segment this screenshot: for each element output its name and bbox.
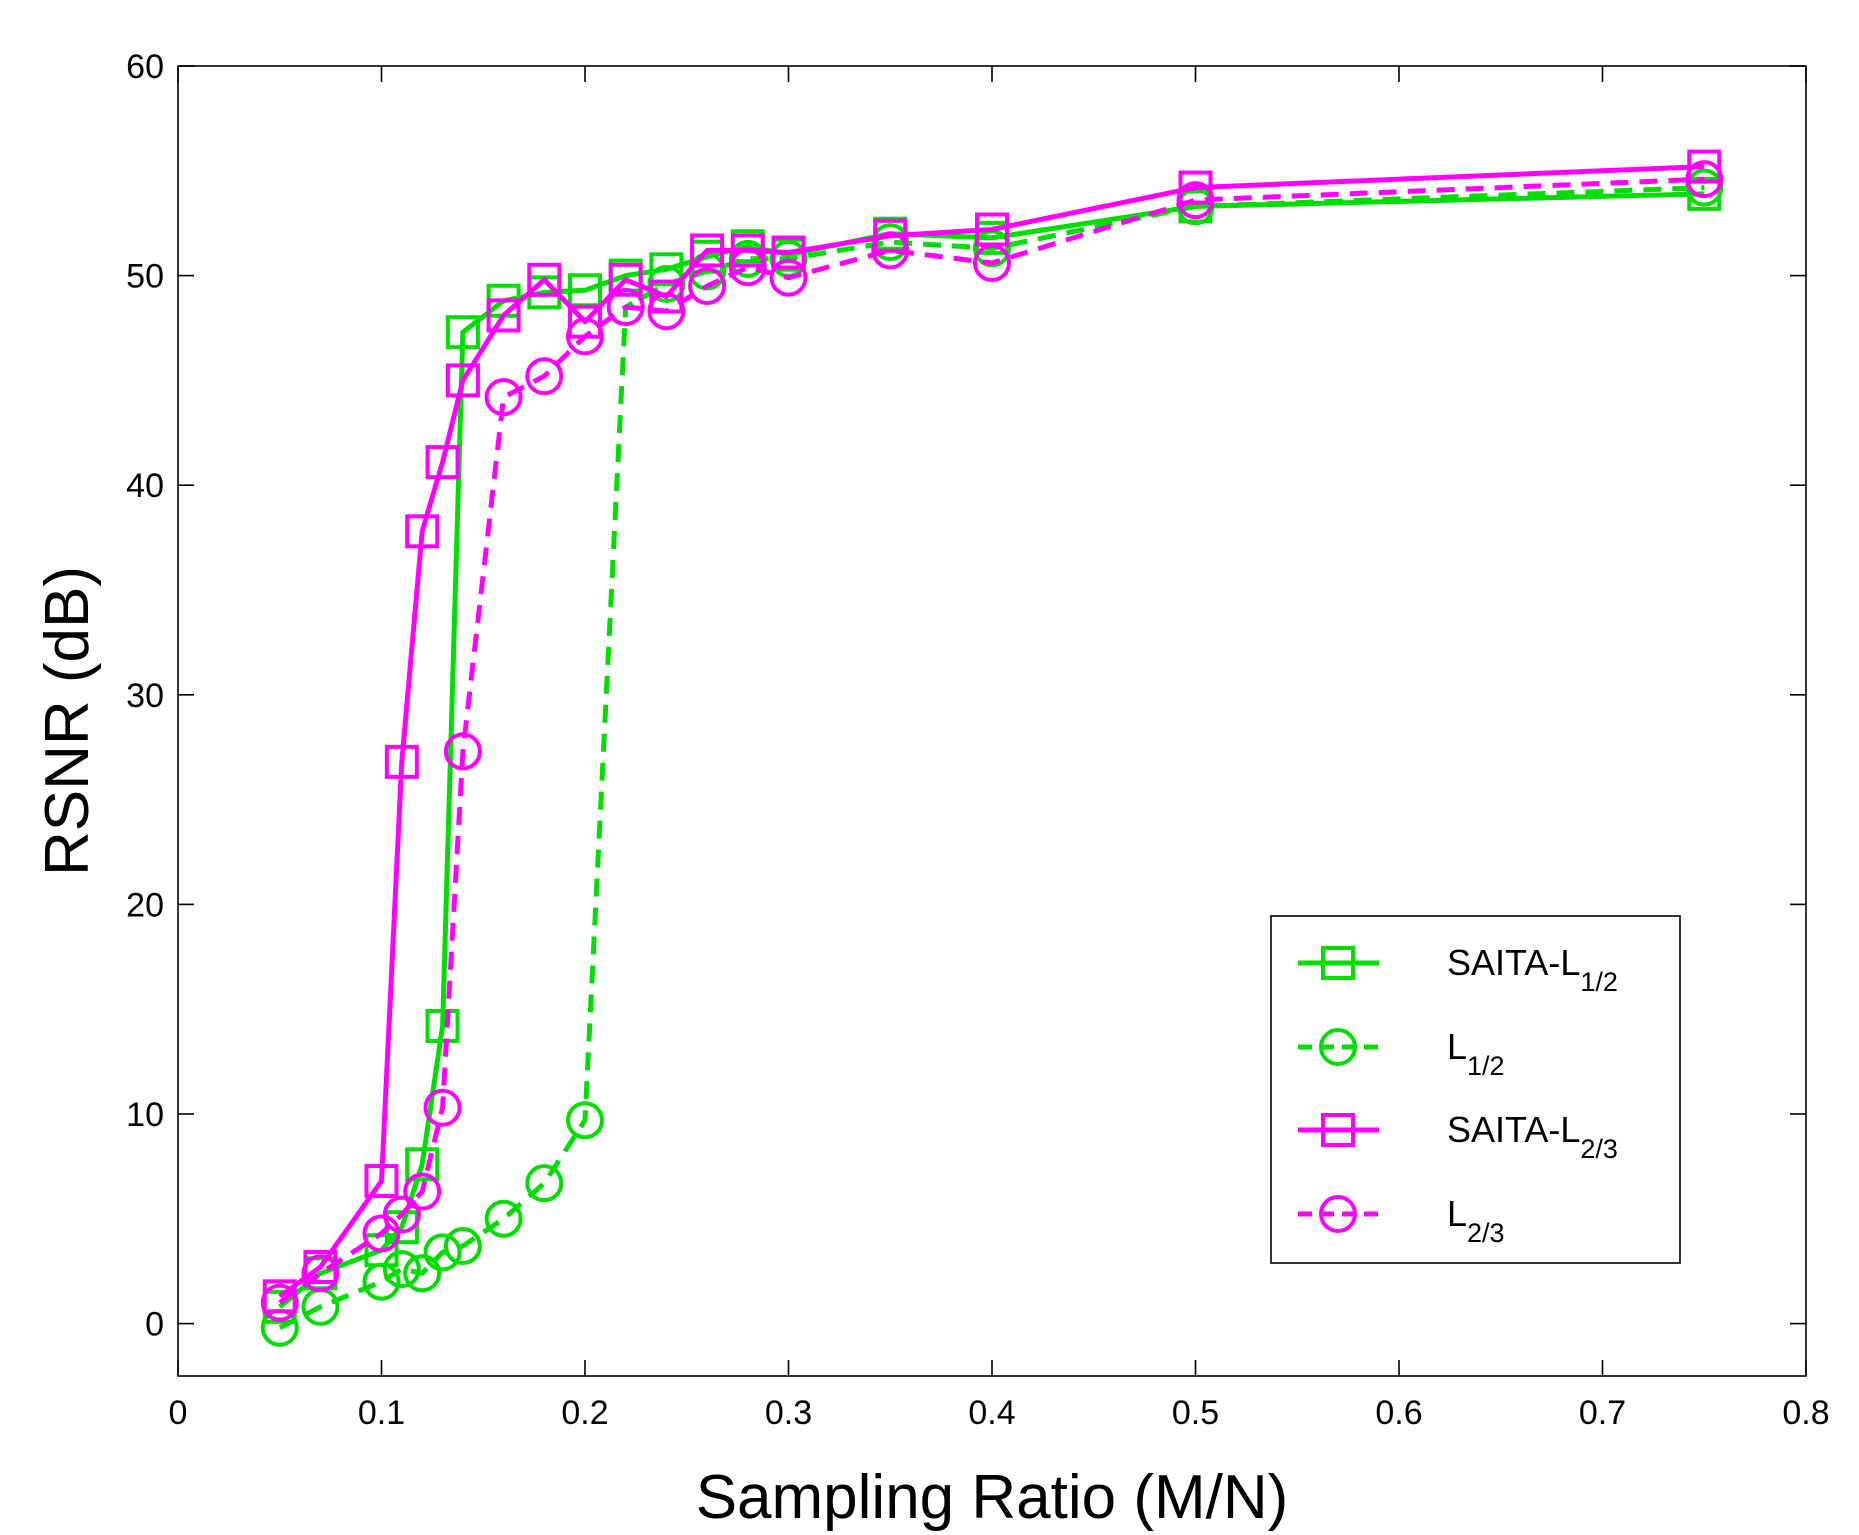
legend-label-main: SAITA-L (1447, 1109, 1580, 1150)
data-point (486, 298, 521, 333)
data-point (362, 1262, 401, 1301)
data-point (649, 252, 684, 287)
legend-item: SAITA-L1/2 (1298, 942, 1618, 997)
y-axis-label: RSNR (dB) (33, 566, 102, 876)
data-point (566, 1101, 604, 1140)
x-tick-label: 0.7 (1579, 1394, 1626, 1432)
legend-label: SAITA-L2/3 (1447, 1109, 1618, 1164)
legend-item: SAITA-L2/3 (1298, 1109, 1618, 1164)
data-point (527, 262, 562, 297)
legend-label-main: L (1447, 1026, 1467, 1067)
legend-square-marker (1321, 1113, 1355, 1147)
data-point (301, 1254, 340, 1293)
data-point (484, 378, 523, 417)
legend-label-subscript: 2/3 (1467, 1218, 1505, 1248)
legend-label-main: L (1447, 1193, 1467, 1234)
data-point (873, 218, 908, 253)
x-tick-label: 0.6 (1375, 1394, 1422, 1432)
data-point (871, 231, 910, 270)
data-point (688, 267, 727, 306)
data-point (364, 1164, 399, 1199)
y-tick-label: 50 (126, 258, 164, 296)
data-point (425, 1008, 460, 1043)
data-point (445, 315, 480, 350)
data-point (606, 288, 645, 327)
legend-item: L2/3 (1298, 1193, 1505, 1248)
data-point (525, 1164, 564, 1203)
y-tick-label: 10 (126, 1096, 164, 1134)
series-line (278, 164, 1705, 1299)
data-point (443, 1227, 482, 1266)
legend-label-main: SAITA-L (1447, 942, 1580, 983)
series-line (278, 185, 1705, 1331)
data-point (1178, 170, 1213, 205)
data-point (647, 292, 686, 331)
legend-label-subscript: 1/2 (1467, 1051, 1505, 1081)
data-point (690, 233, 725, 268)
data-point (1685, 160, 1724, 199)
legend-label: L1/2 (1447, 1026, 1505, 1081)
x-tick-label: 0.5 (1172, 1394, 1219, 1432)
data-point (405, 514, 440, 549)
y-tick-label: 30 (126, 677, 164, 715)
x-axis-label: Sampling Ratio (M/N) (696, 1463, 1289, 1532)
data-point (403, 1172, 442, 1211)
x-tick-label: 0.4 (968, 1394, 1015, 1432)
legend-circle-marker (1319, 1195, 1357, 1233)
data-point (525, 357, 564, 396)
x-tick-label: 0 (169, 1394, 188, 1432)
data-point (769, 258, 808, 297)
data-point (425, 445, 460, 480)
data-point (405, 1147, 440, 1182)
data-point (484, 1199, 523, 1238)
legend-item: L1/2 (1298, 1026, 1505, 1081)
legend-label-subscript: 1/2 (1580, 967, 1618, 997)
data-point (728, 248, 767, 287)
x-tick-label: 0.2 (561, 1394, 608, 1432)
series-4 (260, 160, 1724, 1322)
data-point (608, 262, 643, 297)
data-point (973, 244, 1011, 283)
data-point (445, 363, 480, 398)
legend-label: SAITA-L1/2 (1447, 942, 1618, 997)
data-point (771, 235, 806, 270)
y-tick-label: 40 (126, 467, 164, 505)
data-point (730, 233, 765, 268)
legend-label-subscript: 2/3 (1580, 1134, 1618, 1164)
data-point (443, 732, 482, 771)
x-tick-label: 0.8 (1782, 1394, 1829, 1432)
data-point (423, 1088, 462, 1127)
legend-box (1270, 915, 1681, 1264)
legend-label: L2/3 (1447, 1193, 1505, 1248)
series-layer (260, 149, 1724, 1347)
data-point (403, 1254, 442, 1293)
data-point (362, 1214, 401, 1253)
series-line (278, 176, 1705, 1305)
y-tick-label: 0 (145, 1306, 164, 1344)
data-point (1176, 181, 1215, 220)
legend-square-marker (1321, 946, 1355, 980)
data-point (260, 1283, 299, 1322)
axis-ticks: 0 0.1 0.2 0.3 0.4 0.5 0.6 0.7 0.8 0 10 20 30 40 50 60 (126, 48, 1829, 1432)
legend-circle-marker (1319, 1028, 1357, 1066)
data-point (566, 317, 604, 356)
y-tick-label: 20 (126, 886, 164, 924)
data-point (423, 1233, 462, 1272)
x-tick-label: 0.3 (765, 1394, 812, 1432)
x-tick-label: 0.1 (358, 1394, 405, 1432)
data-point (382, 1250, 421, 1289)
data-point (384, 744, 419, 779)
y-tick-label: 60 (126, 48, 164, 86)
data-point (382, 1195, 421, 1234)
